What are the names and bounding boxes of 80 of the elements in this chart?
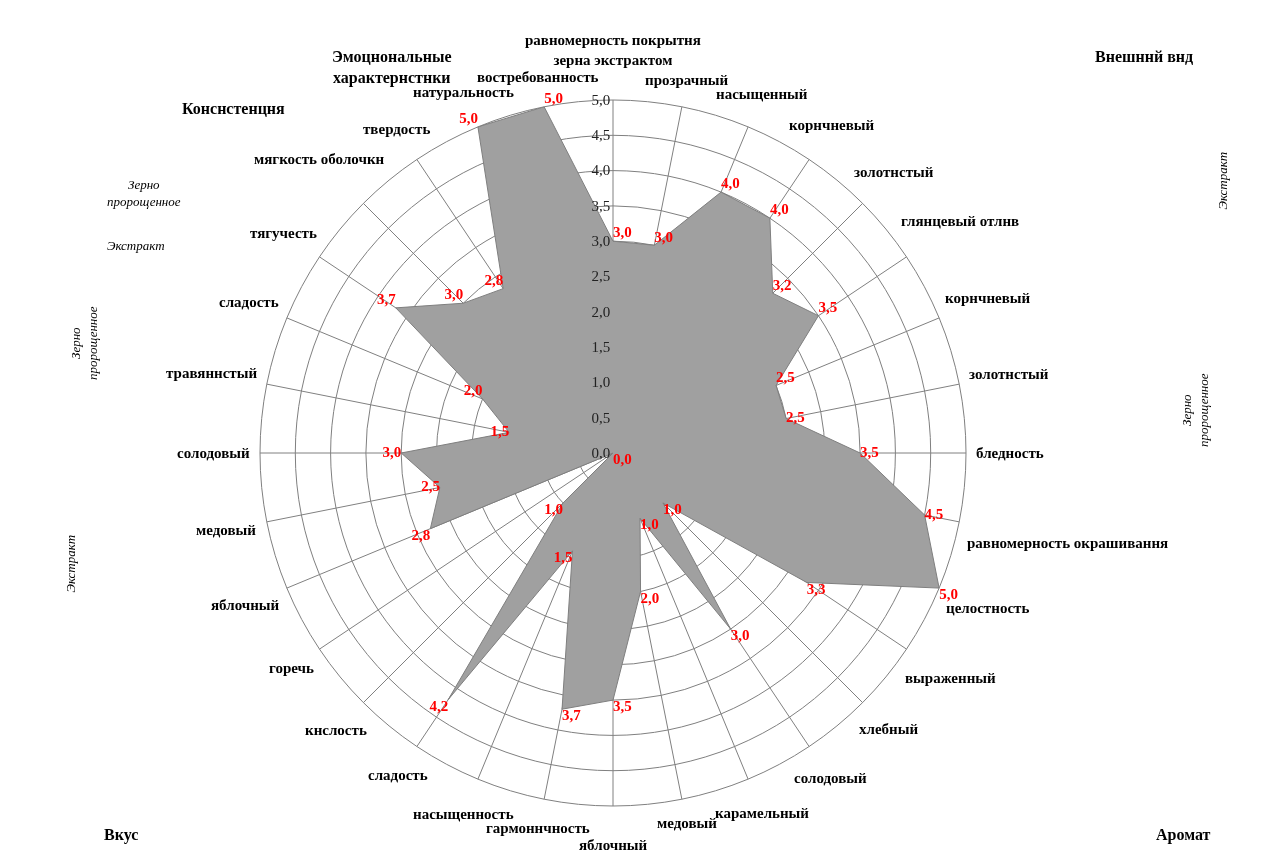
text: Зерно пророщенное bbox=[1179, 373, 1211, 447]
data-label: 2,5 bbox=[421, 478, 440, 495]
y-tick-label: 0,0 bbox=[591, 444, 611, 461]
data-label: 3,7 bbox=[562, 707, 582, 724]
text: Эмоцнональные характернстнки bbox=[332, 48, 452, 87]
spoke-label: насыщенный bbox=[716, 86, 808, 102]
data-label: 4,0 bbox=[769, 201, 789, 218]
y-tick-label: 3,5 bbox=[591, 197, 611, 214]
data-label: 4,5 bbox=[924, 505, 944, 522]
spoke-label: натуральность bbox=[413, 84, 514, 100]
data-label: 1,5 bbox=[490, 423, 510, 440]
y-tick-label: 4,5 bbox=[591, 127, 611, 144]
data-label: 3,3 bbox=[806, 580, 826, 597]
spoke-label: востребованность bbox=[477, 69, 599, 85]
spoke-label: кнслость bbox=[305, 722, 367, 738]
y-tick-label: 2,0 bbox=[591, 303, 611, 320]
spoke-label: равномерность окрашивання bbox=[967, 535, 1169, 551]
data-label: 4,0 bbox=[721, 175, 740, 192]
data-label: 3,0 bbox=[613, 224, 632, 241]
data-label: 3,5 bbox=[818, 298, 838, 315]
spoke-label: золотнстый bbox=[854, 164, 934, 180]
spoke-label: хлебный bbox=[859, 721, 919, 737]
data-label: 2,8 bbox=[484, 271, 504, 288]
text: Зерно пророщенное bbox=[68, 306, 100, 380]
data-label: 3,0 bbox=[730, 627, 750, 644]
data-label: 5,0 bbox=[939, 586, 958, 603]
data-label: 5,0 bbox=[544, 90, 563, 107]
data-label: 1,0 bbox=[544, 501, 564, 518]
text: Экстракт bbox=[107, 238, 165, 253]
y-tick-label: 0,5 bbox=[591, 409, 611, 426]
spoke-label: сладость bbox=[219, 294, 279, 310]
data-label: 1,5 bbox=[553, 549, 573, 566]
y-tick-label: 1,5 bbox=[591, 338, 611, 355]
y-tick-label: 1,0 bbox=[591, 374, 611, 391]
y-tick-label: 4,0 bbox=[591, 162, 611, 179]
y-tick-label: 5,0 bbox=[591, 91, 611, 108]
spoke-label: солодовый bbox=[177, 445, 250, 461]
text: Экстракт bbox=[1214, 151, 1230, 210]
text: Экстракт bbox=[62, 534, 78, 593]
data-label: 2,0 bbox=[640, 589, 660, 606]
spoke-label: яблочный bbox=[579, 837, 648, 853]
spoke-label: твердость bbox=[363, 121, 431, 137]
spoke-label: прозрачный bbox=[645, 72, 729, 88]
spoke-label: золотнстый bbox=[969, 366, 1049, 382]
spoke-label: выраженный bbox=[905, 670, 996, 686]
spoke-label: корнчневый bbox=[945, 290, 1031, 306]
spoke-label: тягучесть bbox=[250, 225, 317, 241]
text: Вкус bbox=[104, 826, 139, 844]
data-label: 3,5 bbox=[613, 698, 632, 715]
data-label: 5,0 bbox=[459, 110, 478, 127]
text: Конснстенцня bbox=[182, 100, 286, 117]
text: Внешннй внд bbox=[1095, 48, 1194, 65]
spoke-label: медовый bbox=[196, 522, 257, 538]
text: Аромат bbox=[1156, 826, 1211, 844]
spoke-label: травяннстый bbox=[166, 365, 258, 381]
spoke-label: солодовый bbox=[794, 770, 867, 786]
spoke-label: насыщенность bbox=[413, 806, 514, 822]
spoke-label: мягкость оболочкн bbox=[254, 151, 385, 167]
spoke-label: глянцевый отлнв bbox=[901, 213, 1020, 229]
spoke-label: яблочный bbox=[211, 597, 280, 613]
data-label: 3,0 bbox=[382, 443, 402, 460]
y-tick-label: 2,5 bbox=[591, 268, 611, 285]
data-label: 3,7 bbox=[377, 291, 397, 308]
data-label: 2,8 bbox=[411, 526, 431, 543]
spoke-label: горечь bbox=[269, 660, 315, 676]
data-label: 0,0 bbox=[613, 451, 632, 468]
data-label: 3,0 bbox=[444, 286, 464, 303]
data-label: 3,2 bbox=[772, 276, 792, 293]
data-label: 3,5 bbox=[860, 443, 879, 460]
spoke-label: гармоннчность bbox=[486, 820, 590, 836]
spoke-label: сладость bbox=[368, 767, 428, 783]
data-label: 2,0 bbox=[463, 382, 483, 399]
y-tick-label: 3,0 bbox=[591, 233, 611, 250]
spoke-label: корнчневый bbox=[789, 117, 875, 133]
data-label: 1,0 bbox=[640, 516, 659, 533]
spoke-label: бледность bbox=[976, 445, 1044, 461]
text: Зерно пророщенное bbox=[107, 177, 181, 209]
data-label: 4,2 bbox=[429, 697, 449, 714]
data-label: 2,5 bbox=[786, 409, 805, 426]
data-label: 2,5 bbox=[776, 368, 795, 385]
